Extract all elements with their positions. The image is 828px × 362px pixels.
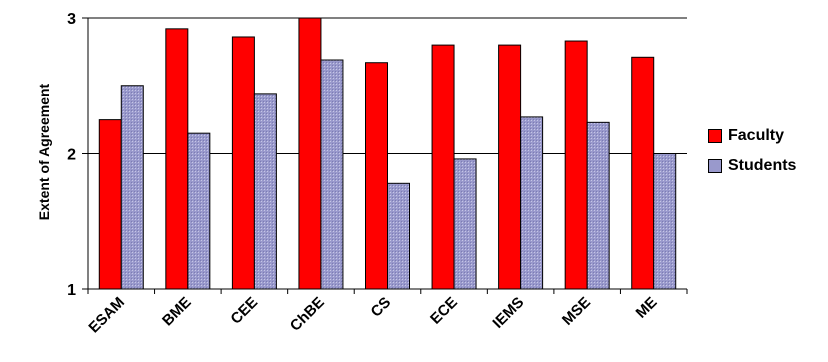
legend-swatch-faculty — [708, 129, 722, 143]
bar-students-bme — [187, 132, 211, 290]
bar-faculty-me — [631, 56, 655, 290]
x-tick-label-cee: CEE — [227, 294, 261, 328]
legend-swatch-students — [708, 159, 722, 173]
bar-students-cee — [253, 93, 277, 290]
x-tick-label-mse: MSE — [559, 294, 594, 329]
bar-faculty-esam — [98, 119, 122, 290]
bar-faculty-cee — [231, 36, 255, 290]
legend-label-faculty: Faculty — [728, 127, 785, 144]
bar-students-me — [653, 153, 677, 290]
y-axis-label: Extent of Agreement — [36, 83, 52, 220]
bar-faculty-mse — [564, 40, 588, 290]
bar-students-ece — [453, 158, 477, 290]
x-tick-label-iems: IEMS — [489, 294, 527, 332]
bar-faculty-bme — [165, 28, 189, 290]
bar-faculty-chbe — [298, 17, 322, 290]
bar-faculty-ece — [431, 44, 455, 290]
bar-faculty-iems — [498, 44, 522, 290]
x-tick-label-ece: ECE — [427, 294, 461, 328]
x-tick-labels: ESAM BME CEE ChBE CS ECE IEMS MSE ME — [85, 294, 660, 337]
legend-item-faculty: Faculty — [708, 126, 784, 146]
x-tick-label-cs: CS — [368, 294, 395, 321]
bar-students-mse — [586, 121, 610, 290]
legend-label-students: Students — [728, 157, 797, 174]
y-tick-label-1: 1 — [67, 282, 76, 299]
y-tick-label-2: 2 — [67, 147, 76, 164]
bar-students-chbe — [320, 59, 344, 290]
x-tick-label-bme: BME — [159, 294, 195, 330]
bar-students-esam — [120, 85, 144, 290]
y-tick-labels: 1 2 3 — [67, 11, 76, 299]
x-tick-label-chbe: ChBE — [287, 294, 328, 335]
bar-students-cs — [387, 182, 410, 290]
legend: Faculty Students — [698, 126, 828, 186]
y-tick-label-3: 3 — [67, 11, 76, 28]
bars — [98, 17, 677, 290]
axes — [82, 17, 688, 294]
x-tick-label-me: ME — [633, 294, 661, 322]
bar-faculty-cs — [365, 62, 388, 290]
x-tick-label-esam: ESAM — [85, 294, 128, 337]
legend-item-students: Students — [708, 156, 796, 176]
bar-students-iems — [520, 116, 544, 290]
